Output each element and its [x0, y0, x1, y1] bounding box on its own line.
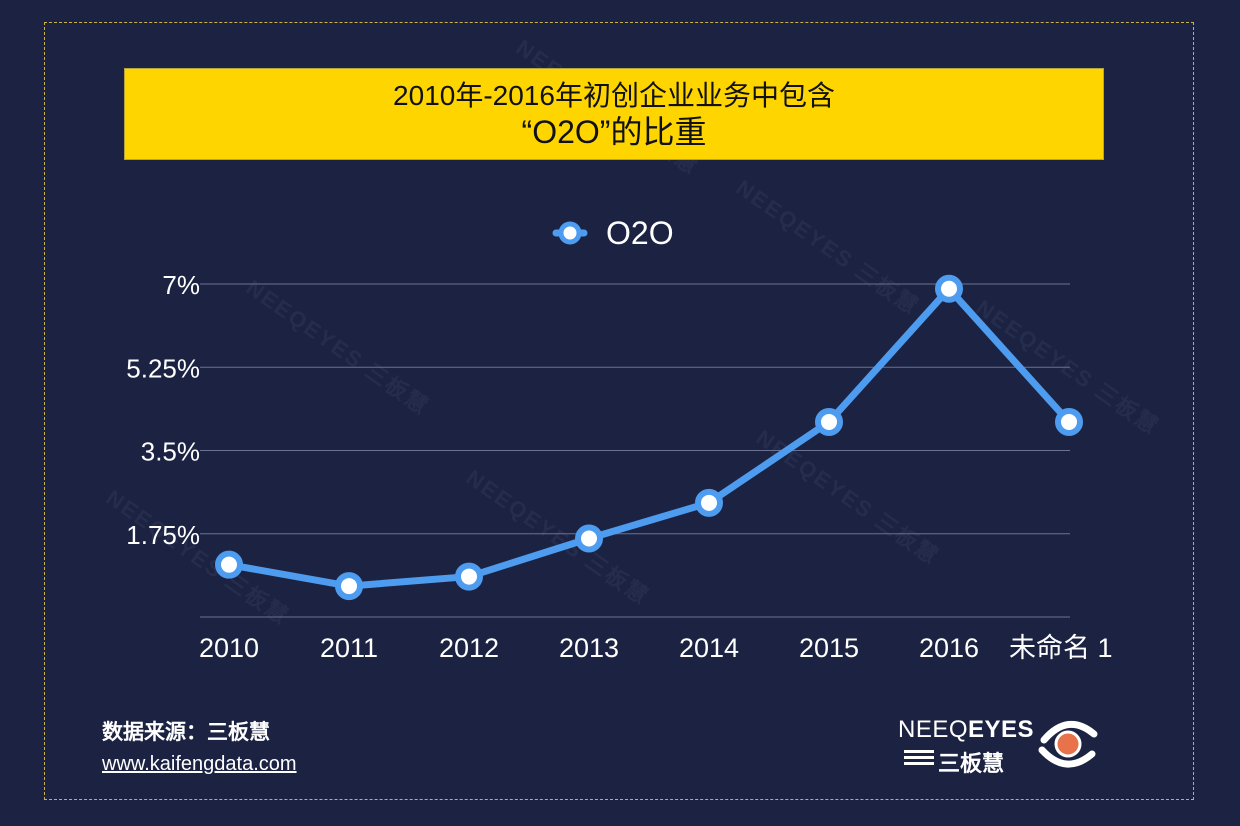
x-tick-label: 2010: [199, 633, 259, 663]
data-point: [215, 550, 243, 579]
brand-logo: NEEQEYES 三板慧: [898, 712, 1108, 776]
x-tick-label: 2013: [559, 633, 619, 663]
y-tick-label: 5.25%: [126, 353, 200, 383]
data-point: [575, 524, 603, 553]
brand-name-cn: 三板慧: [938, 751, 1005, 776]
legend-swatch-marker: [558, 221, 582, 245]
data-point: [1055, 407, 1083, 436]
x-tick-label: 2014: [679, 633, 739, 663]
y-tick-label: 1.75%: [126, 520, 200, 550]
x-tick-label: 2015: [799, 633, 859, 663]
stripes-icon: [904, 750, 934, 770]
eye-logo-icon: [1038, 720, 1098, 768]
x-tick-label: 2016: [919, 633, 979, 663]
legend-label: O2O: [606, 215, 674, 251]
data-point: [695, 488, 723, 517]
source-label: 数据来源：三板慧: [102, 721, 270, 744]
series-line-o2o: [225, 285, 1073, 590]
source-block: 数据来源：三板慧 www.kaifengdata.com: [102, 718, 297, 780]
x-tick-label: 未命名 1: [1009, 633, 1113, 663]
y-tick-label: 3.5%: [141, 437, 200, 467]
chart-subtitle: “O2O”的比重: [521, 114, 707, 150]
data-point: [935, 274, 963, 303]
data-point: [815, 407, 843, 436]
source-link[interactable]: www.kaifengdata.com: [102, 753, 297, 775]
data-point: [335, 572, 363, 601]
brand-name-accent: EYES: [968, 716, 1035, 743]
chart-title-box: 2010年-2016年初创企业业务中包含 “O2O”的比重: [124, 68, 1104, 160]
y-tick-label: 7%: [162, 270, 200, 300]
chart-frame: [44, 22, 1194, 800]
x-tick-label: 2011: [320, 633, 378, 663]
chart-title: 2010年-2016年初创企业业务中包含: [393, 80, 835, 111]
brand-name: NEEQEYES: [898, 716, 1034, 744]
brand-name-prefix: NEEQ: [898, 716, 969, 743]
x-tick-label: 2012: [439, 633, 499, 663]
data-point: [455, 562, 483, 591]
